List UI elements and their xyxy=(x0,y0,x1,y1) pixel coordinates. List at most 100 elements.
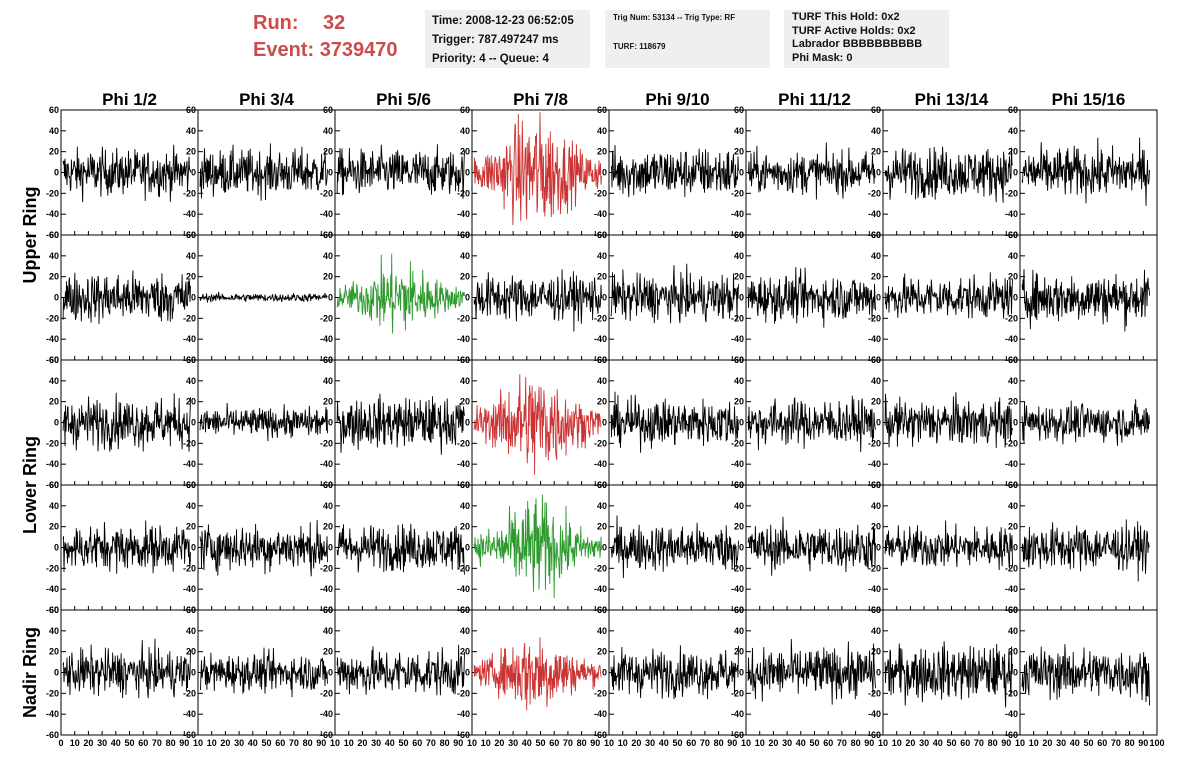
y-tick-label: 20 xyxy=(871,647,881,657)
y-tick-label: 20 xyxy=(186,272,196,282)
x-tick-label: 40 xyxy=(111,738,121,748)
y-tick-label: -40 xyxy=(457,209,470,219)
ring-label: Nadir Ring xyxy=(20,627,40,718)
y-tick-label: -40 xyxy=(1005,334,1018,344)
x-tick-label: 90 xyxy=(316,738,326,748)
column-header: Phi 9/10 xyxy=(645,90,709,109)
y-tick-label: -40 xyxy=(731,709,744,719)
y-tick-label: -20 xyxy=(46,688,59,698)
x-tick-label: 30 xyxy=(508,738,518,748)
y-tick-label: -20 xyxy=(1005,563,1018,573)
x-tick-label: 10 xyxy=(604,738,614,748)
y-tick-label: 40 xyxy=(1008,626,1018,636)
x-tick-label: 50 xyxy=(261,738,271,748)
y-tick-label: -20 xyxy=(320,188,333,198)
turf-active-text: TURF Active Holds: 0x2 xyxy=(792,24,916,37)
turf-hold-text: TURF This Hold: 0x2 xyxy=(792,11,900,23)
x-tick-label: 90 xyxy=(590,738,600,748)
y-tick-label: 60 xyxy=(871,605,881,615)
y-tick-label: -40 xyxy=(868,584,881,594)
y-tick-label: -20 xyxy=(868,313,881,323)
x-tick-label: 90 xyxy=(179,738,189,748)
y-tick-label: -40 xyxy=(457,709,470,719)
waveform-trace xyxy=(199,143,328,201)
x-tick-label: 10 xyxy=(755,738,765,748)
y-tick-label: 40 xyxy=(186,376,196,386)
waveform-trace xyxy=(747,142,876,200)
column-header: Phi 11/12 xyxy=(778,90,851,109)
y-tick-label: -40 xyxy=(594,584,607,594)
y-tick-label: 0 xyxy=(465,668,470,678)
waveform-trace xyxy=(336,644,465,696)
y-tick-label: 60 xyxy=(597,355,607,365)
x-tick-label: 80 xyxy=(988,738,998,748)
y-tick-label: 40 xyxy=(460,501,470,511)
y-tick-label: 60 xyxy=(871,480,881,490)
y-tick-label: -20 xyxy=(320,313,333,323)
waveform-trace xyxy=(610,515,739,579)
x-tick-label: 30 xyxy=(371,738,381,748)
x-tick-label: 10 xyxy=(481,738,491,748)
y-tick-label: 20 xyxy=(1008,522,1018,532)
y-tick-label: -60 xyxy=(731,730,744,740)
x-tick-label: 80 xyxy=(577,738,587,748)
y-tick-label: 60 xyxy=(49,480,59,490)
column-header: Phi 15/16 xyxy=(1052,90,1126,109)
x-tick-label: 40 xyxy=(1070,738,1080,748)
y-tick-label: -20 xyxy=(46,188,59,198)
x-tick-label: 30 xyxy=(919,738,929,748)
y-tick-label: 20 xyxy=(871,147,881,157)
y-tick-label: 40 xyxy=(597,501,607,511)
y-tick-label: 40 xyxy=(49,126,59,136)
x-tick-label: 20 xyxy=(768,738,778,748)
waveform-trace xyxy=(473,269,602,332)
y-tick-label: -40 xyxy=(183,584,196,594)
y-tick-label: 60 xyxy=(186,355,196,365)
y-tick-label: -20 xyxy=(731,188,744,198)
x-tick-label: 30 xyxy=(97,738,107,748)
ring-label: Lower Ring xyxy=(20,436,40,534)
y-tick-label: 40 xyxy=(460,126,470,136)
y-tick-label: 40 xyxy=(460,626,470,636)
y-tick-label: 0 xyxy=(1013,418,1018,428)
y-tick-label: 0 xyxy=(465,543,470,553)
x-tick-label: 10 xyxy=(1015,738,1025,748)
y-tick-label: 60 xyxy=(734,355,744,365)
run-label: Run: xyxy=(253,12,299,34)
waveform-trace xyxy=(473,112,602,226)
y-tick-label: 0 xyxy=(465,293,470,303)
y-tick-label: 40 xyxy=(597,126,607,136)
y-tick-label: 20 xyxy=(597,647,607,657)
x-tick-label: 60 xyxy=(823,738,833,748)
column-header: Phi 13/14 xyxy=(915,90,989,109)
y-tick-label: 60 xyxy=(734,605,744,615)
y-tick-label: 0 xyxy=(739,543,744,553)
y-tick-label: -40 xyxy=(868,459,881,469)
y-tick-label: -20 xyxy=(731,563,744,573)
waveform-trace xyxy=(62,392,191,452)
y-tick-label: 0 xyxy=(328,543,333,553)
y-tick-label: 40 xyxy=(871,126,881,136)
y-tick-label: -60 xyxy=(320,730,333,740)
y-tick-label: 40 xyxy=(49,376,59,386)
waveform-trace xyxy=(336,523,465,575)
y-tick-label: -20 xyxy=(594,438,607,448)
y-tick-label: 40 xyxy=(49,251,59,261)
y-tick-label: -60 xyxy=(46,355,59,365)
y-tick-label: -40 xyxy=(46,334,59,344)
trig-num-text: Trig Num: 53134 -- Trig Type: RF xyxy=(613,13,736,22)
y-tick-label: 20 xyxy=(1008,272,1018,282)
y-tick-label: -20 xyxy=(457,688,470,698)
y-tick-label: 20 xyxy=(597,522,607,532)
y-tick-label: 40 xyxy=(1008,251,1018,261)
y-tick-label: -20 xyxy=(46,563,59,573)
y-tick-label: 20 xyxy=(49,647,59,657)
x-tick-label: 50 xyxy=(1083,738,1093,748)
time-text: Time: 2008-12-23 06:52:05 xyxy=(432,15,574,27)
y-tick-label: -40 xyxy=(868,709,881,719)
x-tick-label: 70 xyxy=(837,738,847,748)
event-value: 3739470 xyxy=(319,39,398,61)
y-tick-label: 20 xyxy=(460,397,470,407)
x-tick-label: 50 xyxy=(124,738,134,748)
